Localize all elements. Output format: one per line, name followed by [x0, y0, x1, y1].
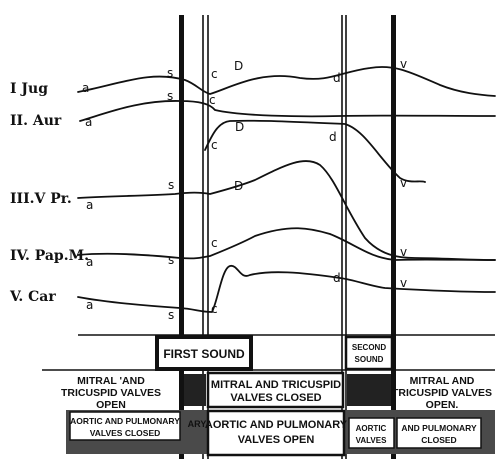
av-transition-shade-right: [347, 374, 391, 406]
row-label-ventricular-pressure: III.V Pr.: [10, 191, 72, 207]
row-label-papillary-muscle: IV. Pap.M.: [10, 248, 89, 264]
row-label-carotid: V. Car: [9, 289, 56, 305]
av-closed-line1: MITRAL AND TRICUSPID: [211, 379, 341, 391]
av-open-left-line3: OPEN: [96, 399, 126, 411]
car-label-a: a: [86, 298, 93, 312]
ventricular-pressure-trace: [77, 160, 496, 261]
av-open-right-line1: MITRAL AND: [410, 375, 475, 387]
av-open-right-line3: OPEN.: [426, 399, 459, 411]
semi-closed-right-aortic2: VALVES: [356, 436, 387, 445]
first-sound-box: FIRST SOUND: [155, 335, 253, 371]
pap-label-a: a: [86, 255, 93, 269]
pap-label-s: s: [168, 253, 174, 267]
vpr-label-a: a: [86, 198, 93, 212]
semi-closed-right-pul: AND PULMONARY: [401, 423, 477, 433]
semi-closed-right-aortic-box: [348, 417, 395, 449]
car-label-v: v: [400, 276, 407, 290]
semi-closed-right-pul-box: [396, 417, 482, 449]
jug-label-s: s: [167, 66, 173, 80]
semilunar-valves-row: AORTIC AND PULMONARY VALVES CLOSED ARY A…: [66, 409, 495, 457]
vpr-label-v: v: [400, 176, 407, 190]
jug-label-D: D: [234, 59, 243, 73]
semi-open-line2: VALVES OPEN: [238, 434, 315, 446]
aur-label-s: s: [167, 89, 173, 103]
aur-label-d: d: [329, 130, 337, 144]
av-closed-line2: VALVES CLOSED: [230, 392, 321, 404]
av-open-right-line2: TRICUSPID VALVES: [392, 387, 492, 399]
aur-label-c: c: [209, 93, 216, 107]
semi-closed-left-line1: AORTIC AND PULMONARY: [70, 416, 180, 426]
auricular-trace: [79, 100, 496, 122]
vpr-label-c: c: [211, 138, 218, 152]
auricular-trace-upper: [204, 119, 426, 183]
row-label-auricular: II. Aur: [10, 113, 62, 129]
vpr-label-s: s: [168, 178, 174, 192]
timing-bar-second-heavy: [391, 15, 396, 459]
jugular-trace: [77, 66, 496, 97]
semi-closed-right-pul2: CLOSED: [421, 435, 456, 445]
pap-label-v: v: [400, 245, 407, 259]
av-closed-box: [206, 371, 345, 409]
papillary-muscle-trace: [77, 227, 496, 261]
vpr-label-D: D: [234, 179, 243, 193]
jug-label-v: v: [400, 57, 407, 71]
second-sound-label-line2: SOUND: [355, 355, 384, 364]
semi-closed-right-aortic: AORTIC: [356, 424, 387, 433]
carotid-trace: [77, 265, 496, 313]
jug-label-a: a: [82, 81, 89, 95]
semi-closed-left-fragment: ARY: [188, 419, 207, 429]
av-open-left-line2: TRICUSPID VALVES: [61, 387, 161, 399]
semi-open-box: [206, 409, 346, 457]
aur-label-D: D: [235, 120, 244, 134]
semi-closed-left-box: [69, 411, 181, 441]
first-sound-label: FIRST SOUND: [163, 347, 245, 361]
point-labels: a s c D d v a s c D d a s c D v a s c v …: [82, 57, 407, 322]
av-open-left-line1: MITRAL 'AND: [77, 375, 145, 387]
second-sound-label-line1: SECOND: [352, 343, 386, 352]
jug-label-d: d: [333, 71, 341, 85]
semi-open-line1: AORTIC AND PULMONARY: [205, 419, 348, 431]
jug-label-c: c: [211, 67, 218, 81]
car-label-d: d: [333, 271, 341, 285]
semi-closed-left-line2: VALVES CLOSED: [90, 428, 161, 438]
av-valves-row: MITRAL 'AND TRICUSPID VALVES OPEN MITRAL…: [61, 371, 492, 411]
pap-label-c: c: [211, 236, 218, 250]
car-label-s: s: [168, 308, 174, 322]
car-label-c: c: [211, 302, 218, 316]
av-transition-shade-left: [184, 374, 206, 406]
aur-label-a: a: [85, 115, 92, 129]
second-sound-box: SECOND SOUND: [344, 335, 394, 371]
timing-bar-first-heavy: [179, 15, 184, 459]
row-label-jugular: I Jug: [10, 81, 48, 97]
